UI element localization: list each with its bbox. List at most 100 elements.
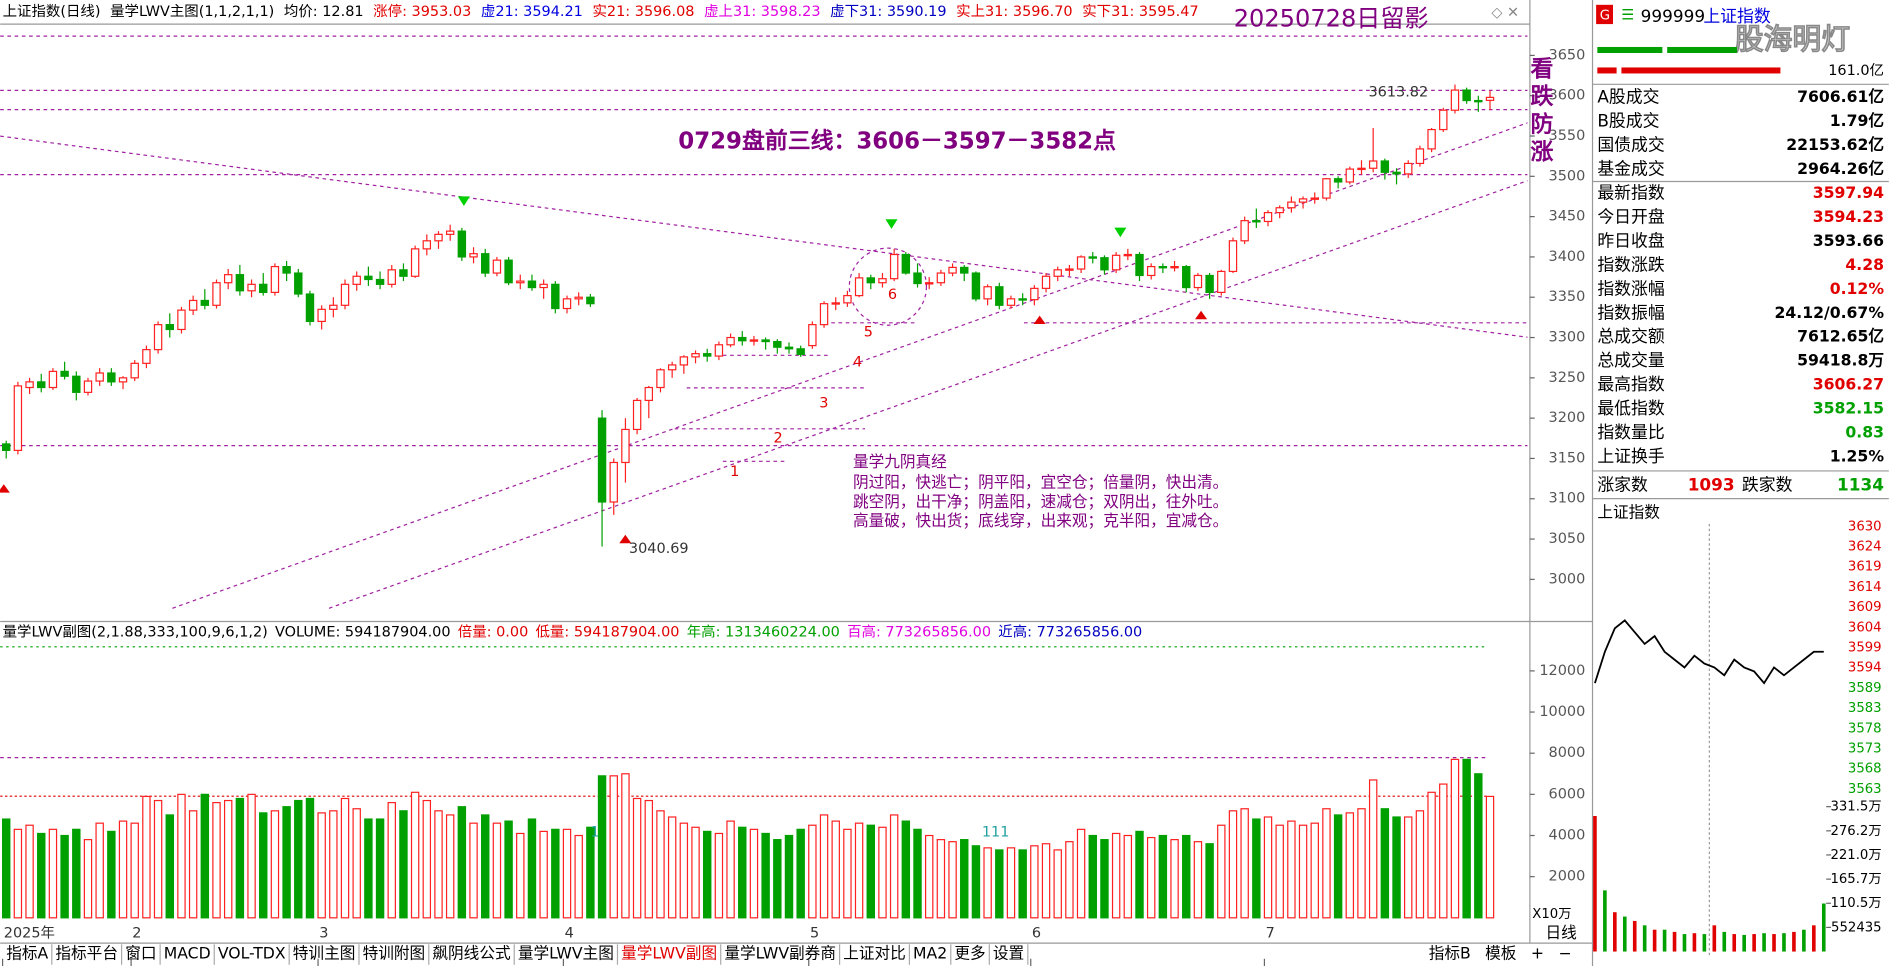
candle-body <box>130 362 139 379</box>
candle-body <box>749 339 759 342</box>
info-value: 0.12% <box>1830 279 1885 298</box>
candle-body <box>726 336 735 346</box>
volume-bar <box>1065 841 1074 919</box>
volume-bar <box>212 801 221 919</box>
high-label: 3613.82 <box>1368 85 1428 101</box>
volume-bar <box>995 849 1004 919</box>
volume-bar <box>761 832 770 919</box>
tab[interactable]: 上证对比 <box>843 943 906 962</box>
candle-body <box>410 248 420 277</box>
volume-bar <box>1439 783 1448 919</box>
tab[interactable]: − <box>1558 943 1571 962</box>
tab[interactable]: 设置 <box>993 943 1024 962</box>
volume-header-item: 近高: 773265856.00 <box>998 623 1142 640</box>
volume-bar <box>200 793 210 919</box>
tab[interactable]: MACD <box>164 943 211 962</box>
period[interactable]: 日线 <box>1546 923 1578 942</box>
tab[interactable]: 量学LWV主图 <box>518 943 614 962</box>
header-item: 涨停: 3953.03 <box>373 3 471 20</box>
tab[interactable]: 特训附图 <box>363 943 426 962</box>
candle-body <box>118 377 128 383</box>
candle-body <box>1135 253 1144 277</box>
tab[interactable]: 量学LWV副券商 <box>724 943 836 962</box>
tab[interactable]: 指标A <box>6 943 48 962</box>
candle-body <box>60 370 69 377</box>
info-value: 7606.61亿 <box>1797 87 1884 106</box>
tab[interactable]: MA2 <box>913 943 947 962</box>
tab[interactable]: 特训主图 <box>293 943 356 962</box>
info-label: A股成交 <box>1597 87 1659 107</box>
volume-bar <box>609 775 618 919</box>
candle-body <box>1404 162 1413 175</box>
icon[interactable]: ◇ ✕ <box>1491 5 1519 21</box>
intraday-line <box>1594 619 1824 685</box>
candle-body <box>924 282 934 285</box>
tab[interactable]: 指标平台 <box>55 943 118 962</box>
x-tick-label: 2 <box>132 925 141 941</box>
volume-bar <box>259 812 268 919</box>
info-label: 最低指数 <box>1597 398 1665 418</box>
volume-bar <box>422 799 432 919</box>
volume-bar <box>527 818 537 919</box>
volume-bar <box>1217 824 1226 919</box>
candle-body <box>784 346 794 350</box>
badge[interactable] <box>1596 4 1613 25</box>
volume-bar <box>796 828 805 919</box>
tab[interactable]: 量学LWV副图 <box>621 943 717 962</box>
info-label: 最高指数 <box>1597 374 1665 394</box>
candle-body <box>808 324 817 347</box>
y-tick-label: 10000 <box>1539 704 1585 720</box>
volume-bar <box>399 810 408 919</box>
candle-body <box>1427 128 1436 150</box>
y-tick-label: 331.5万 <box>1830 800 1881 815</box>
candle-body <box>305 293 315 323</box>
y-tick-label: 3589 <box>1848 681 1882 696</box>
info-label: 国债成交 <box>1597 135 1665 155</box>
candle-body <box>1310 197 1319 200</box>
volume-bar <box>1053 849 1062 919</box>
tab[interactable]: 更多 <box>954 943 985 962</box>
volume-bar <box>738 826 747 919</box>
y-tick-label: 3050 <box>1549 531 1586 547</box>
candle-body <box>516 280 525 284</box>
level-label: 6 <box>888 287 897 303</box>
volume-bar <box>948 841 957 919</box>
candle-body <box>983 286 992 300</box>
candle-body <box>995 286 1004 306</box>
candle-body <box>387 269 396 285</box>
volume-bar <box>714 832 724 919</box>
intraday-title: 上证指数 <box>1597 503 1660 522</box>
info-label: 上证换手 <box>1597 446 1665 466</box>
y-tick-label: 3100 <box>1549 491 1586 507</box>
candle-body <box>177 309 186 331</box>
volume-bar <box>317 812 326 919</box>
volume-bar <box>1368 779 1378 919</box>
tab[interactable]: VOL-TDX <box>218 943 286 962</box>
candle-body <box>282 265 291 274</box>
advance-label: 涨家数 <box>1597 474 1648 494</box>
info-value: 0.83 <box>1845 423 1884 442</box>
candle-body <box>843 295 852 304</box>
candle-body <box>609 461 618 503</box>
candle-body <box>1170 265 1179 269</box>
tab[interactable]: 模板 <box>1485 943 1517 962</box>
tab[interactable]: 指标B <box>1429 943 1471 962</box>
info-value: 1.25% <box>1830 447 1885 466</box>
badge-text[interactable]: G <box>1600 9 1610 24</box>
info-value: 3597.94 <box>1813 183 1884 202</box>
volume-bar <box>1380 808 1390 919</box>
tab[interactable]: + <box>1531 943 1544 962</box>
candle-body <box>223 274 233 284</box>
volume-bar <box>445 814 455 919</box>
volume-bar <box>1006 847 1016 919</box>
candle-body <box>375 278 385 285</box>
volume-bar <box>1357 808 1366 919</box>
tab[interactable]: 飙阴线公式 <box>432 943 511 962</box>
volume-bar <box>819 814 829 919</box>
y-tick-label: 165.7万 <box>1830 872 1881 887</box>
menu-icon[interactable]: ☰ <box>1621 8 1634 24</box>
tab[interactable]: 窗口 <box>125 943 156 962</box>
volume-bar <box>621 773 630 919</box>
turnover: 161.0亿 <box>1828 62 1884 79</box>
